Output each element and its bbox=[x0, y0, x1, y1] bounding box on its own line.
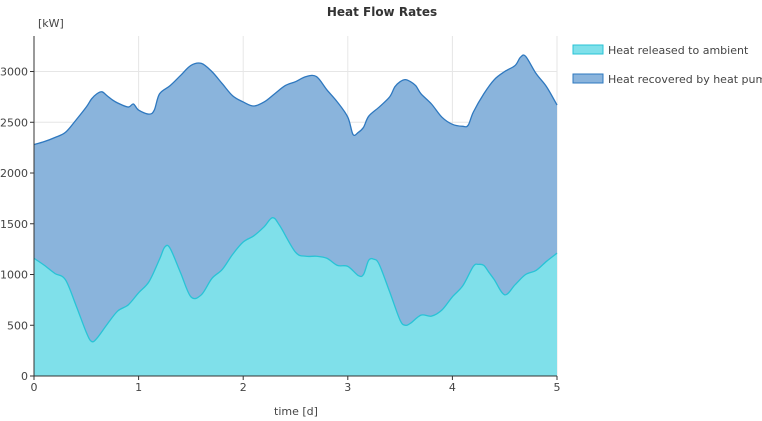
legend-item-ambient[interactable]: Heat released to ambient bbox=[572, 44, 749, 57]
x-tick-label: 1 bbox=[135, 381, 142, 394]
series-ambient-line bbox=[33, 217, 558, 343]
legend-swatch bbox=[572, 44, 604, 55]
y-tick-label: 1500 bbox=[0, 218, 28, 231]
y-tick-label: 0 bbox=[21, 370, 28, 383]
x-tick-label: 0 bbox=[31, 381, 38, 394]
series-heat-pump-area bbox=[34, 55, 557, 342]
x-tick-label: 4 bbox=[449, 381, 456, 394]
series-ambient-area bbox=[34, 217, 557, 376]
x-tick-label: 2 bbox=[240, 381, 247, 394]
series-heat-pump-line bbox=[33, 54, 558, 146]
x-tick-label: 3 bbox=[344, 381, 351, 394]
legend-label: Heat released to ambient bbox=[608, 44, 749, 57]
area-layer bbox=[33, 54, 558, 376]
y-axis-title: [kW] bbox=[38, 17, 64, 30]
x-tick-label: 5 bbox=[554, 381, 561, 394]
y-tick-label: 2000 bbox=[0, 167, 28, 180]
y-tick-label: 3000 bbox=[0, 66, 28, 79]
legend-item-heat-pump[interactable]: Heat recovered by heat pump bbox=[572, 73, 762, 86]
y-tick-label: 500 bbox=[7, 319, 28, 332]
axis-layer: 0 1 2 3 4 5 0 500 1000 1500 2000 2500 3000 bbox=[0, 36, 561, 394]
legend[interactable]: Heat released to ambient Heat recovered b… bbox=[572, 44, 762, 86]
x-axis-title: time [d] bbox=[274, 405, 318, 418]
y-tick-label: 2500 bbox=[0, 116, 28, 129]
legend-label: Heat recovered by heat pump bbox=[608, 73, 762, 86]
y-tick-label: 1000 bbox=[0, 269, 28, 282]
chart-title: Heat Flow Rates bbox=[327, 5, 437, 19]
legend-swatch bbox=[572, 73, 604, 84]
